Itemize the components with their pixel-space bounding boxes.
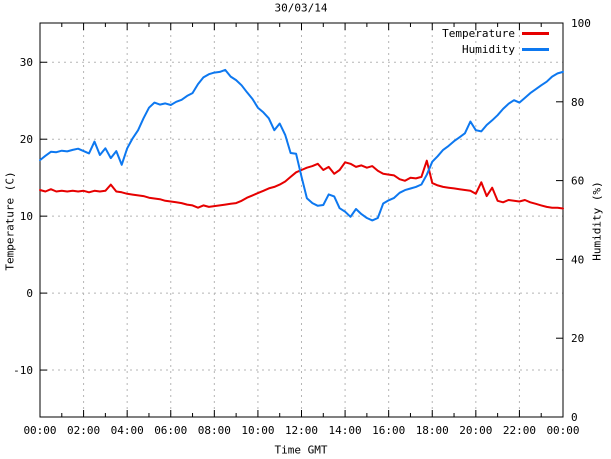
- y2-tick-label: 20: [571, 332, 584, 345]
- humidity-line: [39, 68, 564, 222]
- x-tick-label: 22:00: [503, 424, 536, 437]
- x-tick-label: 18:00: [416, 424, 449, 437]
- y-tick-label: 30: [20, 56, 33, 69]
- x-tick-label: 08:00: [198, 424, 231, 437]
- legend-item-humidity: Humidity: [462, 43, 549, 56]
- y-tick-label: -10: [13, 364, 33, 377]
- y-tick-label: 0: [26, 287, 33, 300]
- y-tick-label: 10: [20, 210, 33, 223]
- x-tick-label: 16:00: [372, 424, 405, 437]
- y2-tick-label: 80: [571, 96, 584, 109]
- y2-tick-label: 100: [571, 17, 591, 30]
- x-tick-label: 00:00: [546, 424, 579, 437]
- x-tick-label: 20:00: [459, 424, 492, 437]
- x-tick-label: 12:00: [285, 424, 318, 437]
- plot-border: [39, 22, 564, 418]
- humidity-line-sample-icon: [522, 48, 549, 51]
- x-tick-label: 00:00: [23, 424, 56, 437]
- y2-tick-label: 60: [571, 175, 584, 188]
- temperature-line-sample-icon: [522, 32, 549, 35]
- x-tick-label: 10:00: [241, 424, 274, 437]
- x-tick-label: 02:00: [67, 424, 100, 437]
- legend: Temperature Humidity: [442, 27, 549, 56]
- y2-tick-label: 0: [571, 411, 578, 424]
- legend-label-temperature: Temperature: [442, 27, 515, 40]
- y-tick-label: 20: [20, 133, 33, 146]
- x-axis-label: Time GMT: [274, 443, 328, 457]
- y2-tick-label: 40: [571, 253, 584, 266]
- temperature-line: [39, 159, 564, 210]
- chart-title: 30/03/14: [274, 1, 328, 15]
- x-tick-label: 06:00: [154, 424, 187, 437]
- x-tick-label: 04:00: [111, 424, 144, 437]
- y2-axis-label: Humidity (%): [590, 181, 604, 261]
- legend-item-temperature: Temperature: [442, 27, 549, 40]
- y-axis-label: Temperature (C): [3, 171, 17, 271]
- legend-label-humidity: Humidity: [462, 43, 515, 56]
- x-tick-label: 14:00: [329, 424, 362, 437]
